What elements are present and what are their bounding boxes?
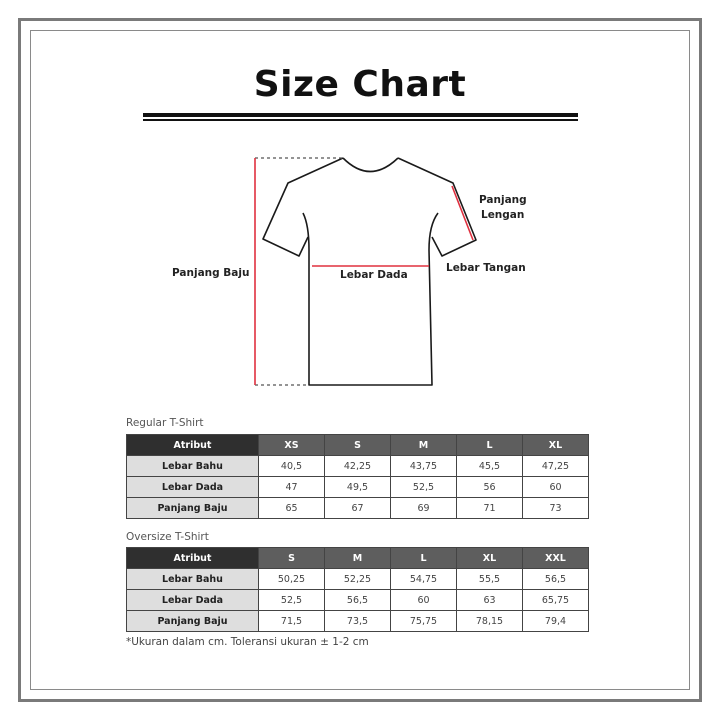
page-title: Size Chart bbox=[253, 64, 467, 105]
cell: 43,75 bbox=[390, 455, 457, 477]
cell: 45,5 bbox=[456, 455, 523, 477]
table-row: Lebar Bahu 50,25 52,25 54,75 55,5 56,5 bbox=[126, 568, 589, 590]
cell: 78,15 bbox=[456, 610, 523, 632]
cell: 42,25 bbox=[324, 455, 391, 477]
header-cell: Atribut bbox=[126, 434, 259, 456]
cell: 60 bbox=[390, 589, 457, 611]
tshirt-outline bbox=[262, 157, 477, 386]
table-row: Lebar Dada 47 49,5 52,5 56 60 bbox=[126, 476, 589, 498]
label-lebar-tangan: Lebar Tangan bbox=[446, 262, 526, 274]
cell: 73,5 bbox=[324, 610, 391, 632]
header-cell: XS bbox=[258, 434, 325, 456]
cell: 67 bbox=[324, 497, 391, 519]
row-label: Panjang Baju bbox=[126, 497, 259, 519]
table-row: Lebar Bahu 40,5 42,25 43,75 45,5 47,25 bbox=[126, 455, 589, 477]
oversize-size-table: Atribut S M L XL XXL Lebar Bahu 50,25 52… bbox=[126, 547, 589, 632]
cell: 69 bbox=[390, 497, 457, 519]
header-cell: S bbox=[258, 547, 325, 569]
header-cell: S bbox=[324, 434, 391, 456]
cell: 73 bbox=[522, 497, 589, 519]
table-row: Lebar Dada 52,5 56,5 60 63 65,75 bbox=[126, 589, 589, 611]
cell: 56,5 bbox=[522, 568, 589, 590]
label-lebar-dada: Lebar Dada bbox=[340, 269, 408, 281]
header-cell: M bbox=[390, 434, 457, 456]
outer-frame bbox=[18, 18, 702, 702]
cell: 65,75 bbox=[522, 589, 589, 611]
cell: 52,5 bbox=[258, 589, 325, 611]
cell: 47,25 bbox=[522, 455, 589, 477]
header-cell: XL bbox=[522, 434, 589, 456]
title-underline-thin bbox=[143, 119, 578, 121]
panjang-lengan-line bbox=[451, 185, 474, 241]
cell: 71,5 bbox=[258, 610, 325, 632]
cell: 63 bbox=[456, 589, 523, 611]
cell: 71 bbox=[456, 497, 523, 519]
cell: 40,5 bbox=[258, 455, 325, 477]
cell: 52,5 bbox=[390, 476, 457, 498]
header-cell: Atribut bbox=[126, 547, 259, 569]
cell: 79,4 bbox=[522, 610, 589, 632]
row-label: Lebar Dada bbox=[126, 476, 259, 498]
header-cell: L bbox=[390, 547, 457, 569]
header-cell: M bbox=[324, 547, 391, 569]
measure-lines bbox=[254, 158, 474, 385]
header-cell: L bbox=[456, 434, 523, 456]
cell: 75,75 bbox=[390, 610, 457, 632]
regular-size-table: Atribut XS S M L XL Lebar Bahu 40,5 42,2… bbox=[126, 434, 589, 519]
table-row: Panjang Baju 71,5 73,5 75,75 78,15 79,4 bbox=[126, 610, 589, 632]
cell: 54,75 bbox=[390, 568, 457, 590]
cell: 56 bbox=[456, 476, 523, 498]
label-panjang-baju: Panjang Baju bbox=[172, 267, 250, 279]
cell: 49,5 bbox=[324, 476, 391, 498]
regular-caption: Regular T-Shirt bbox=[126, 417, 204, 429]
header-cell: XL bbox=[456, 547, 523, 569]
row-label: Lebar Dada bbox=[126, 589, 259, 611]
row-label: Lebar Bahu bbox=[126, 455, 259, 477]
cell: 65 bbox=[258, 497, 325, 519]
size-note: *Ukuran dalam cm. Toleransi ukuran ± 1-2… bbox=[126, 636, 369, 648]
guide-lines bbox=[255, 157, 343, 386]
table-header-row: Atribut S M L XL XXL bbox=[126, 547, 589, 569]
header-cell: XXL bbox=[522, 547, 589, 569]
label-panjang-lengan-2: Lengan bbox=[481, 209, 525, 221]
cell: 56,5 bbox=[324, 589, 391, 611]
cell: 50,25 bbox=[258, 568, 325, 590]
cell: 52,25 bbox=[324, 568, 391, 590]
inner-frame bbox=[30, 30, 690, 690]
oversize-caption: Oversize T-Shirt bbox=[126, 531, 209, 543]
table-row: Panjang Baju 65 67 69 71 73 bbox=[126, 497, 589, 519]
row-label: Lebar Bahu bbox=[126, 568, 259, 590]
row-label: Panjang Baju bbox=[126, 610, 259, 632]
cell: 47 bbox=[258, 476, 325, 498]
table-header-row: Atribut XS S M L XL bbox=[126, 434, 589, 456]
title-underline-thick bbox=[143, 113, 578, 117]
cell: 55,5 bbox=[456, 568, 523, 590]
label-panjang-lengan-1: Panjang bbox=[479, 194, 527, 206]
cell: 60 bbox=[522, 476, 589, 498]
